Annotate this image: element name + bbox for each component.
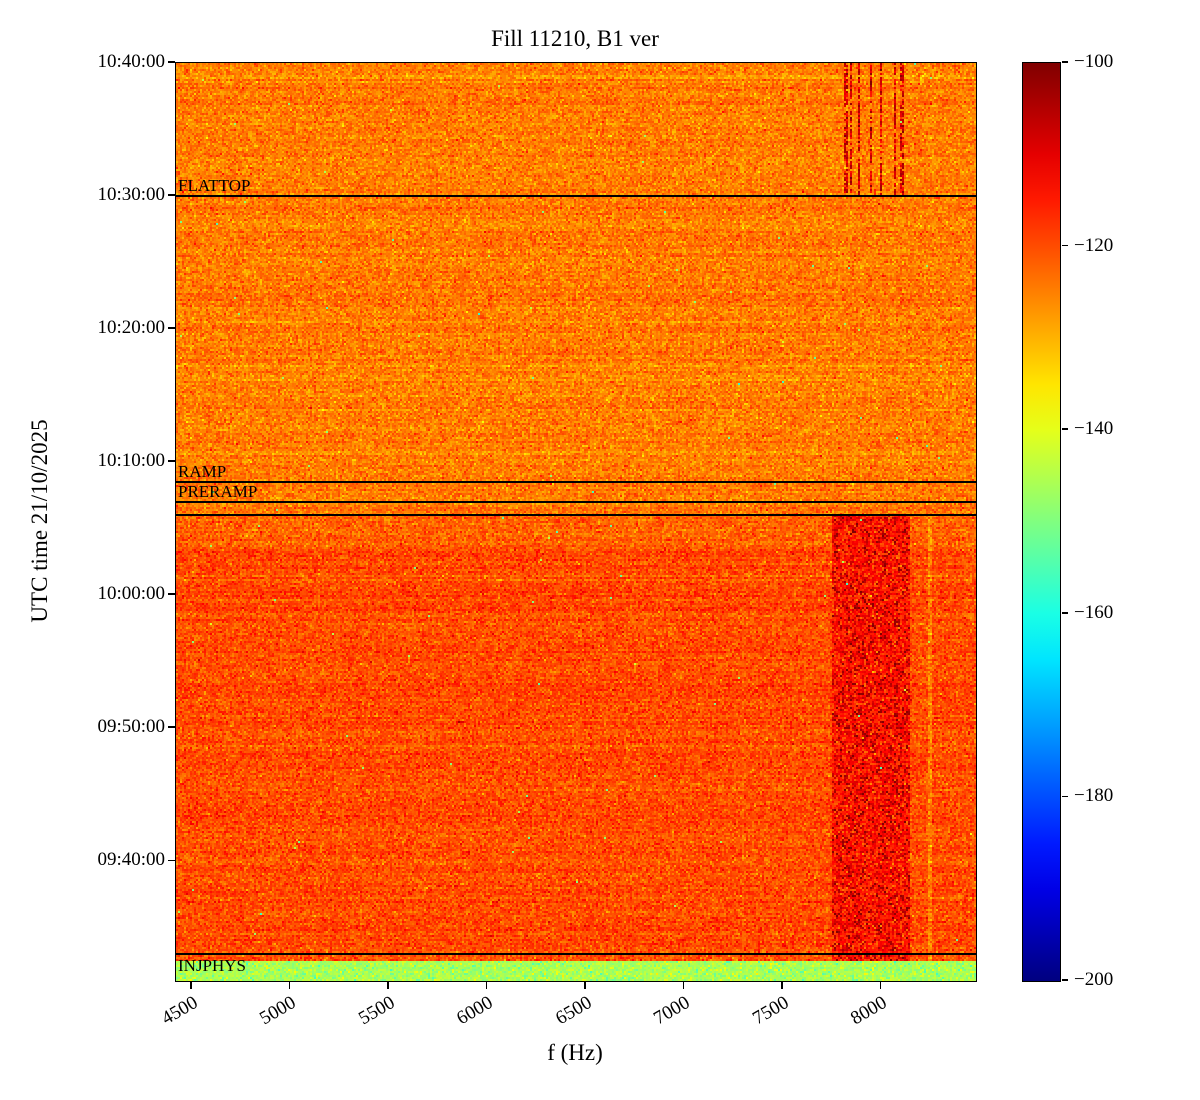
y-tick-mark bbox=[168, 859, 175, 861]
plot-area: FLATTOP RAMP PRERAMP INJPHYS bbox=[175, 62, 977, 982]
colorbar-tick-mark bbox=[1062, 979, 1068, 981]
x-tick-mark bbox=[485, 981, 488, 989]
x-axis-label: f (Hz) bbox=[547, 1040, 603, 1065]
y-tick-mark bbox=[168, 593, 175, 595]
annotation-label: PRERAMP bbox=[178, 482, 258, 502]
x-tick-label: 6500 bbox=[551, 992, 596, 1030]
chart-title: Fill 11210, B1 ver bbox=[491, 26, 659, 51]
colorbar-tick-label: −140 bbox=[1074, 418, 1114, 440]
x-tick-label: 6000 bbox=[453, 992, 497, 1030]
colorbar-tick-mark bbox=[1062, 795, 1068, 798]
annotation-line bbox=[176, 514, 976, 517]
x-tick-mark bbox=[879, 981, 882, 989]
colorbar-tick-mark bbox=[1062, 428, 1068, 430]
y-tick-label: 10:00:00 bbox=[97, 583, 165, 605]
annotation-line bbox=[176, 953, 976, 956]
annotation-label: FLATTOP bbox=[178, 176, 251, 196]
colorbar-tick-mark bbox=[1062, 244, 1068, 247]
colorbar-gradient bbox=[1022, 62, 1061, 982]
y-tick-label: 09:40:00 bbox=[97, 849, 165, 871]
annotation-line bbox=[176, 501, 976, 504]
annotation-line bbox=[176, 481, 976, 484]
annotation-label: INJPHYS bbox=[178, 956, 247, 976]
colorbar-tick-label: −200 bbox=[1074, 969, 1114, 990]
x-tick-label: 8000 bbox=[847, 992, 891, 1030]
x-tick-label: 4500 bbox=[157, 992, 202, 1030]
x-tick-mark bbox=[584, 981, 586, 989]
y-tick-mark bbox=[168, 726, 175, 728]
colorbar-tick-mark bbox=[1062, 61, 1068, 63]
x-tick-mark bbox=[387, 981, 389, 989]
y-tick-label: 10:10:00 bbox=[97, 450, 165, 472]
x-tick-label: 7000 bbox=[650, 992, 694, 1030]
x-tick-mark bbox=[190, 981, 192, 989]
x-tick-label: 5000 bbox=[256, 992, 300, 1030]
x-tick-mark bbox=[288, 981, 291, 989]
x-tick-label: 5500 bbox=[354, 992, 399, 1030]
colorbar-tick-label: −180 bbox=[1074, 785, 1114, 807]
colorbar-tick-label: −120 bbox=[1074, 234, 1114, 256]
y-tick-label: 09:50:00 bbox=[97, 716, 165, 738]
colorbar-tick-label: −160 bbox=[1074, 601, 1114, 623]
x-tick-mark bbox=[682, 981, 685, 989]
x-tick-label: 7500 bbox=[748, 992, 793, 1030]
colorbar-tick-label: −100 bbox=[1074, 51, 1114, 72]
y-tick-label: 10:20:00 bbox=[97, 317, 165, 339]
y-tick-mark bbox=[168, 194, 175, 196]
annotation-line bbox=[176, 195, 976, 198]
y-tick-mark bbox=[168, 61, 175, 63]
y-tick-label: 10:30:00 bbox=[97, 184, 165, 206]
y-tick-mark bbox=[168, 327, 175, 329]
y-tick-label: 10:40:00 bbox=[97, 51, 165, 72]
y-tick-mark bbox=[168, 460, 175, 462]
colorbar-tick-mark bbox=[1062, 612, 1068, 614]
heatmap-canvas bbox=[176, 63, 976, 981]
x-tick-mark bbox=[781, 981, 783, 989]
annotation-label: RAMP bbox=[178, 462, 227, 482]
